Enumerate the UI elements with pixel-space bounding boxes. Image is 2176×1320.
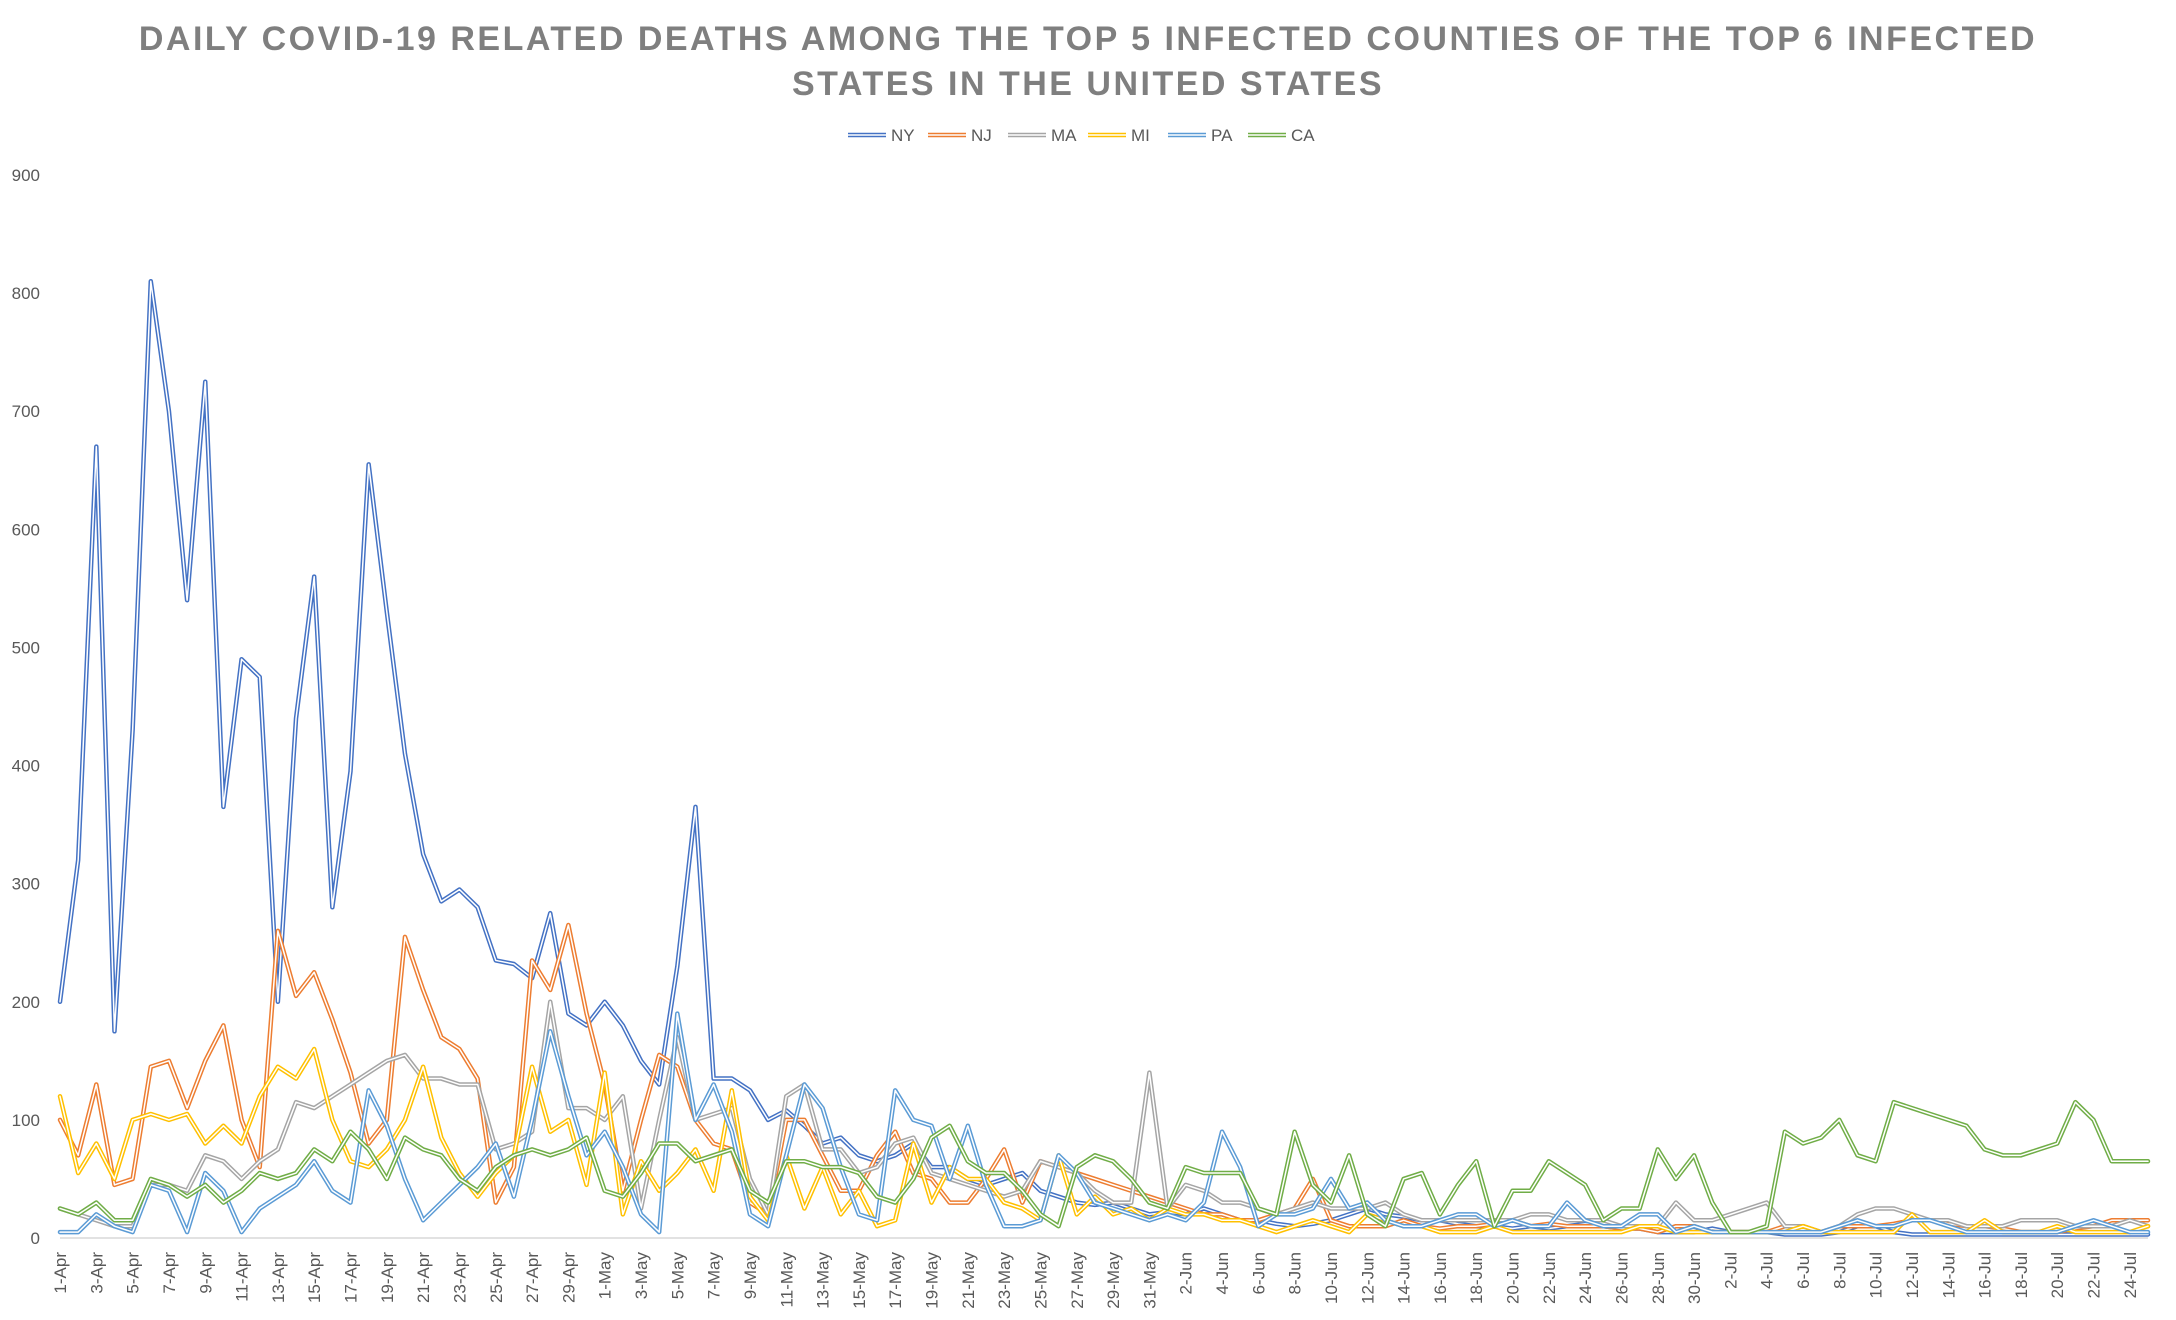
series-pa-line-core [59,1012,2149,1233]
x-tick-label: 9-Apr [196,1252,215,1294]
y-axis: 0 100 200 300 400 500 600 700 800 900 [12,166,40,1248]
x-tick-label: 3-May [632,1252,651,1300]
x-tick-label: 12-Jul [1903,1252,1922,1298]
chart-title-line-2: STATES IN THE UNITED STATES [792,65,1384,103]
legend-label-pa: PA [1211,126,1233,145]
x-tick-label: 16-Jul [1976,1252,1995,1298]
series-ca-line-core [59,1101,2149,1233]
x-tick-label: 11-Apr [233,1252,252,1302]
x-tick-label: 22-Jun [1540,1252,1559,1304]
x-tick-label: 5-Apr [124,1252,143,1294]
legend-item-ca: CA [1248,126,1315,145]
x-tick-label: 5-May [668,1252,687,1300]
y-tick-label: 900 [12,166,40,185]
y-tick-label: 100 [12,1111,40,1130]
x-tick-label: 22-Jul [2085,1252,2104,1298]
legend-label-ny: NY [891,126,915,145]
x-tick-label: 19-May [923,1252,942,1309]
y-tick-label: 700 [12,402,40,421]
x-tick-label: 28-Jun [1649,1252,1668,1304]
x-tick-label: 25-Apr [487,1252,506,1303]
y-tick-label: 600 [12,520,40,539]
legend-label-mi: MI [1131,126,1150,145]
x-tick-label: 1-May [596,1252,615,1300]
x-tick-label: 20-Jul [2048,1252,2067,1298]
x-tick-label: 11-May [777,1252,796,1308]
y-tick-label: 300 [12,875,40,894]
x-tick-label: 15-Apr [305,1252,324,1303]
x-tick-label: 23-May [995,1252,1014,1309]
x-tick-label: 26-Jun [1612,1252,1631,1304]
x-tick-label: 31-May [1140,1252,1159,1309]
x-tick-label: 7-May [705,1252,724,1300]
x-tick-label: 13-May [814,1252,833,1309]
x-tick-label: 30-Jun [1685,1252,1704,1304]
x-tick-label: 8-Jul [1830,1252,1849,1289]
x-tick-label: 29-May [1104,1252,1123,1309]
x-tick-label: 24-Jun [1576,1252,1595,1304]
x-tick-label: 27-May [1068,1252,1087,1309]
x-tick-label: 4-Jul [1758,1252,1777,1289]
x-tick-label: 20-Jun [1504,1252,1523,1304]
x-tick-label: 6-Jun [1249,1252,1268,1295]
x-tick-label: 3-Apr [87,1252,106,1294]
x-tick-label: 2-Jul [1721,1252,1740,1289]
y-tick-label: 200 [12,993,40,1012]
x-tick-label: 18-Jun [1467,1252,1486,1304]
x-tick-label: 29-Apr [559,1252,578,1303]
chart-title-line-1: DAILY COVID-19 RELATED DEATHS AMONG THE … [139,20,2037,58]
series-ca [57,1099,2151,1235]
x-tick-label: 14-Jun [1395,1252,1414,1304]
x-tick-label: 10-Jul [1867,1252,1886,1298]
legend: NY NJ MA MI PA CA [848,126,1315,145]
legend-label-ma: MA [1051,126,1077,145]
legend-item-pa: PA [1168,126,1233,145]
y-tick-label: 500 [12,638,40,657]
x-tick-label: 7-Apr [160,1252,179,1294]
x-tick-label: 15-May [850,1252,869,1309]
x-tick-label: 19-Apr [378,1252,397,1303]
x-tick-label: 4-Jun [1213,1252,1232,1295]
y-tick-label: 0 [31,1229,40,1248]
legend-label-nj: NJ [971,126,992,145]
y-tick-label: 400 [12,757,40,776]
x-tick-label: 17-Apr [342,1252,361,1303]
legend-item-mi: MI [1088,126,1150,145]
y-tick-label: 800 [12,284,40,303]
x-tick-label: 18-Jul [2012,1252,2031,1298]
x-tick-label: 23-Apr [450,1252,469,1303]
x-tick-label: 21-May [959,1252,978,1309]
x-tick-label: 6-Jul [1794,1252,1813,1289]
series-pa [57,1011,2151,1235]
x-axis: 1-Apr 3-Apr 5-Apr 7-Apr 9-Apr 11-Apr 13-Apr 15-… [51,1237,2148,1309]
x-tick-label: 27-Apr [523,1252,542,1303]
legend-item-ny: NY [848,126,915,145]
x-tick-label: 13-Apr [269,1252,288,1303]
legend-item-ma: MA [1008,126,1077,145]
x-tick-label: 17-May [886,1252,905,1309]
x-tick-label: 2-Jun [1177,1252,1196,1295]
series-layer [57,279,2151,1237]
x-tick-label: 16-Jun [1431,1252,1450,1304]
x-tick-label: 25-May [1031,1252,1050,1309]
legend-label-ca: CA [1291,126,1315,145]
x-tick-label: 10-Jun [1322,1252,1341,1304]
x-tick-label: 12-Jun [1358,1252,1377,1304]
legend-item-nj: NJ [928,126,992,145]
x-tick-label: 21-Apr [414,1252,433,1303]
x-tick-label: 24-Jul [2121,1252,2140,1298]
x-tick-label: 1-Apr [51,1252,70,1294]
x-tick-label: 14-Jul [1939,1252,1958,1298]
x-tick-label: 9-May [741,1252,760,1300]
x-tick-label: 8-Jun [1286,1252,1305,1295]
